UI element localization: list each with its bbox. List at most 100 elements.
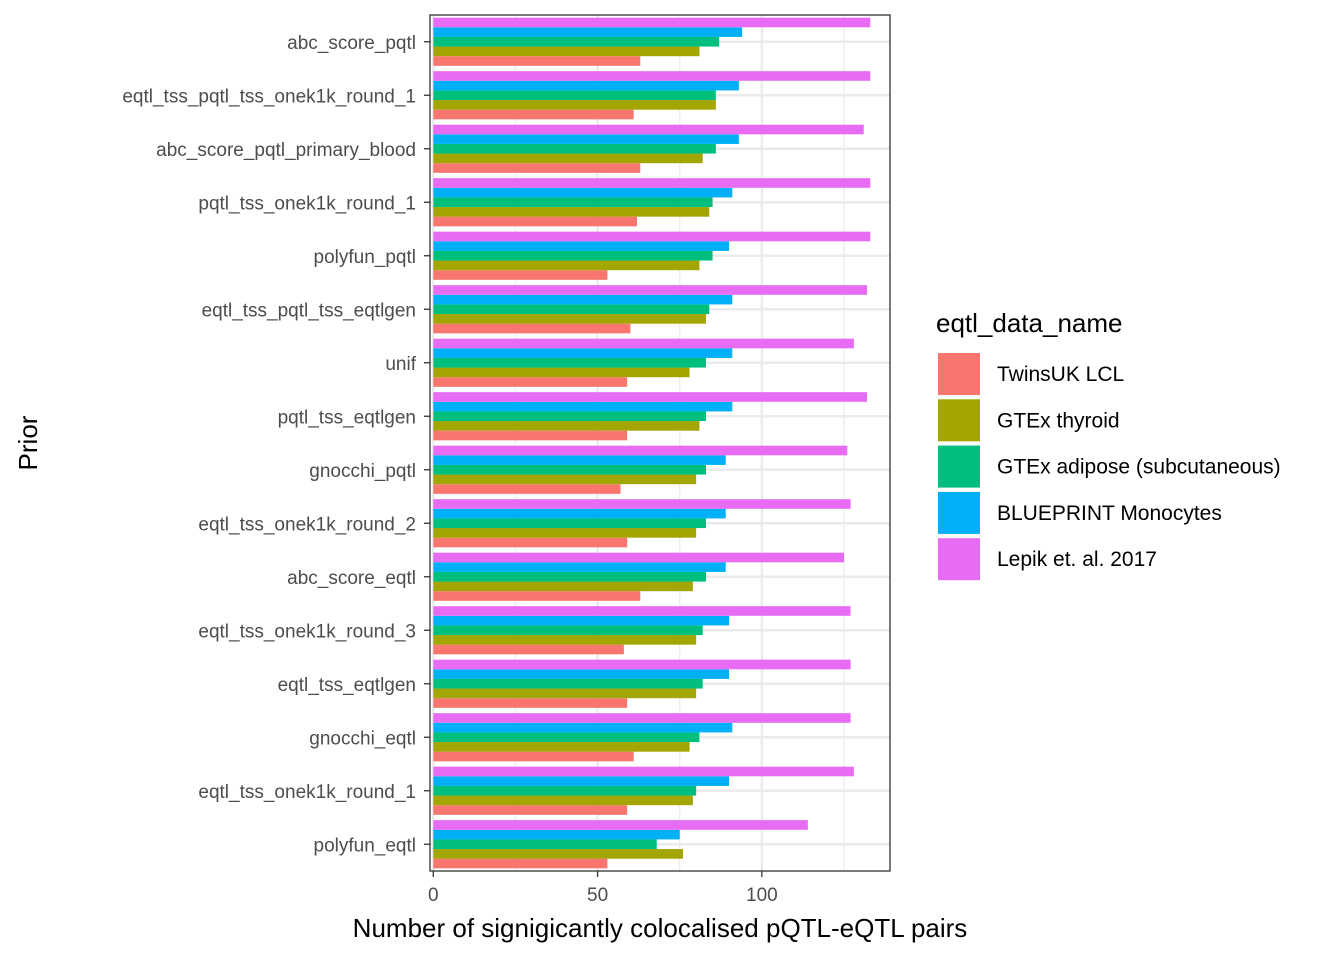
x-tick-label: 50 bbox=[587, 885, 608, 906]
bar bbox=[433, 528, 697, 538]
legend-label: Lepik et. al. 2017 bbox=[997, 548, 1157, 571]
bar bbox=[433, 785, 697, 796]
bar bbox=[433, 250, 713, 261]
bar bbox=[433, 27, 743, 37]
y-axis-title: Prior bbox=[13, 415, 43, 470]
bar bbox=[433, 606, 851, 616]
legend-title: eqtl_data_name bbox=[936, 308, 1122, 338]
x-tick-label: 0 bbox=[428, 885, 439, 906]
y-tick-label: pqtl_tss_eqtlgen bbox=[278, 407, 416, 428]
bar bbox=[433, 751, 634, 762]
bar bbox=[433, 109, 634, 120]
bar bbox=[433, 455, 726, 465]
bar bbox=[433, 722, 733, 733]
bar bbox=[433, 80, 739, 91]
bar bbox=[433, 644, 624, 655]
legend-label: GTEx thyroid bbox=[997, 409, 1120, 432]
bar bbox=[433, 795, 693, 806]
bar bbox=[433, 143, 716, 154]
bar bbox=[433, 858, 608, 869]
y-tick-label: eqtl_tss_onek1k_round_2 bbox=[198, 514, 416, 535]
y-tick-label: polyfun_eqtl bbox=[314, 835, 416, 856]
bar bbox=[433, 134, 739, 144]
bar bbox=[433, 90, 716, 101]
bar bbox=[433, 698, 628, 708]
bar bbox=[433, 581, 693, 592]
bar bbox=[433, 401, 733, 412]
y-tick-label: polyfun_pqtl bbox=[314, 247, 416, 268]
bar bbox=[433, 314, 706, 324]
bar bbox=[433, 430, 628, 441]
y-tick-label: abc_score_eqtl bbox=[287, 568, 416, 589]
y-tick-label: gnocchi_pqtl bbox=[309, 461, 416, 482]
bar bbox=[433, 537, 628, 548]
bar bbox=[433, 805, 628, 815]
bar bbox=[433, 367, 690, 378]
bars bbox=[433, 17, 871, 869]
bar bbox=[433, 56, 641, 66]
bar bbox=[433, 445, 848, 456]
y-tick-label: eqtl_tss_onek1k_round_3 bbox=[198, 621, 416, 642]
bar bbox=[433, 562, 726, 572]
y-tick-label: gnocchi_eqtl bbox=[309, 728, 416, 749]
bar bbox=[433, 260, 700, 271]
y-tick-label: eqtl_tss_pqtl_tss_onek1k_round_1 bbox=[122, 86, 416, 107]
bar bbox=[433, 348, 733, 358]
bar bbox=[433, 499, 851, 509]
bar bbox=[433, 766, 854, 777]
x-axis-title: Number of signigicantly colocalised pQTL… bbox=[353, 913, 968, 943]
bar bbox=[433, 839, 657, 850]
legend-label: GTEx adipose (subcutaneous) bbox=[997, 456, 1281, 479]
y-tick-label: abc_score_pqtl bbox=[287, 33, 416, 54]
bar bbox=[433, 615, 729, 626]
bar bbox=[433, 849, 683, 859]
bar bbox=[433, 421, 700, 431]
bar bbox=[433, 518, 706, 529]
bar bbox=[433, 659, 851, 670]
bar bbox=[433, 187, 733, 198]
legend: eqtl_data_name TwinsUK LCL GTEx thyroid GT… bbox=[936, 308, 1281, 581]
bar bbox=[433, 100, 716, 110]
bar bbox=[433, 163, 641, 173]
bar bbox=[433, 124, 864, 135]
bar bbox=[433, 591, 641, 601]
bar bbox=[433, 732, 700, 743]
bar bbox=[433, 270, 608, 280]
bar bbox=[433, 36, 720, 47]
bar bbox=[433, 304, 710, 315]
panel-border bbox=[429, 14, 891, 872]
bar bbox=[433, 153, 703, 164]
legend-swatch bbox=[938, 399, 980, 442]
bar bbox=[433, 669, 729, 679]
bar bbox=[433, 357, 706, 368]
bar bbox=[433, 678, 703, 689]
bar bbox=[433, 688, 697, 699]
bar bbox=[433, 820, 808, 830]
bar bbox=[433, 17, 871, 28]
bar bbox=[433, 178, 871, 188]
bar bbox=[433, 829, 680, 840]
y-tick-label: unif bbox=[385, 354, 416, 375]
bar bbox=[433, 742, 690, 752]
y-tick-label: eqtl_tss_onek1k_round_1 bbox=[198, 782, 416, 803]
bar bbox=[433, 197, 713, 208]
y-tick-label: eqtl_tss_pqtl_tss_eqtlgen bbox=[202, 300, 416, 321]
bar bbox=[433, 552, 844, 563]
bar bbox=[433, 71, 871, 81]
legend-label: BLUEPRINT Monocytes bbox=[997, 502, 1222, 525]
bar bbox=[433, 464, 706, 475]
y-tick-label: eqtl_tss_eqtlgen bbox=[278, 675, 416, 696]
bar bbox=[433, 241, 729, 251]
bar bbox=[433, 571, 706, 582]
y-axis: abc_score_pqtl eqtl_tss_pqtl_tss_onek1k_r… bbox=[122, 33, 430, 856]
bar bbox=[433, 474, 697, 485]
bar bbox=[433, 323, 631, 334]
bar bbox=[433, 338, 854, 349]
bar bbox=[433, 285, 867, 295]
legend-swatch bbox=[938, 353, 980, 395]
bar bbox=[433, 635, 697, 645]
legend-label: TwinsUK LCL bbox=[997, 363, 1124, 386]
bar bbox=[433, 508, 726, 519]
bar bbox=[433, 207, 710, 217]
